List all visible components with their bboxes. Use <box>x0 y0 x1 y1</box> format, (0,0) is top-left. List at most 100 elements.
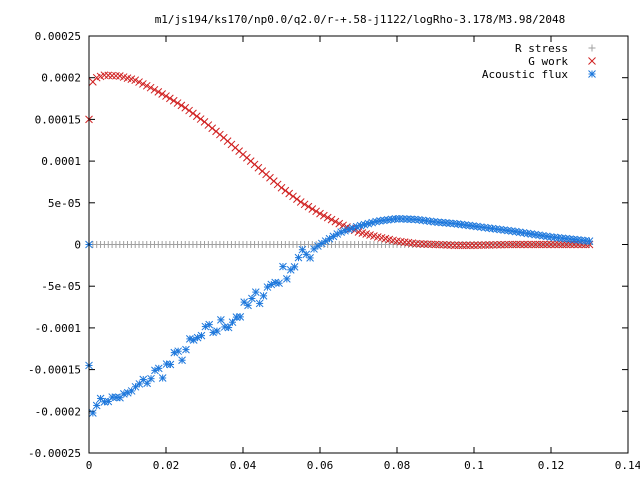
y-tick-label: 0.00015 <box>35 113 81 126</box>
data-point <box>189 109 197 118</box>
data-point <box>116 393 124 402</box>
data-point <box>300 200 309 209</box>
data-point <box>500 240 509 249</box>
x-tick-label: 0.02 <box>153 459 180 472</box>
data-point <box>255 299 264 308</box>
data-point <box>470 241 478 250</box>
data-point <box>485 241 494 249</box>
data-point <box>535 240 544 249</box>
data-point <box>493 240 501 249</box>
y-tick-label: -0.0002 <box>35 405 81 418</box>
y-tick-label: -5e-05 <box>41 280 81 293</box>
y-tick-label: 0.0001 <box>41 155 81 168</box>
plot-frame <box>88 35 629 454</box>
data-point <box>527 240 536 249</box>
data-point <box>154 88 163 96</box>
data-point <box>512 240 521 249</box>
data-point <box>196 115 205 123</box>
data-point <box>166 360 175 369</box>
data-point <box>259 291 268 300</box>
data-point <box>454 241 463 250</box>
data-point <box>524 240 532 249</box>
data-point <box>236 313 245 321</box>
x-tick-label: 0.08 <box>384 459 411 472</box>
data-point <box>158 374 167 382</box>
data-point <box>192 112 201 121</box>
data-point <box>135 380 144 388</box>
data-point <box>147 374 155 383</box>
data-point <box>143 379 151 388</box>
x-tick-label: 0.1 <box>464 459 484 472</box>
data-point <box>516 240 525 249</box>
legend-label: R stress <box>515 42 568 55</box>
data-point <box>294 253 303 262</box>
data-point <box>290 263 299 271</box>
data-point <box>197 331 206 340</box>
data-point <box>248 294 256 303</box>
data-point <box>279 262 287 271</box>
data-point <box>131 76 140 85</box>
y-tick-label: -0.0001 <box>35 322 81 335</box>
data-point <box>162 92 170 100</box>
data-point <box>520 240 528 249</box>
data-point <box>251 288 260 296</box>
data-point <box>508 240 517 249</box>
data-point <box>312 207 321 216</box>
y-tick-label: -0.00015 <box>28 364 81 377</box>
data-point <box>558 240 567 249</box>
data-point <box>450 241 459 250</box>
data-point <box>224 323 233 332</box>
data-point <box>213 327 221 335</box>
y-tick-label: -0.00025 <box>28 447 81 460</box>
legend-label: Acoustic flux <box>482 68 568 81</box>
chart-title: m1/js194/ks170/np0.0/q2.0/r-+.58-j1122/l… <box>155 13 566 26</box>
data-point <box>142 81 151 90</box>
data-point <box>277 183 286 192</box>
data-point <box>331 217 340 226</box>
data-point <box>316 209 324 218</box>
data-point <box>181 103 190 112</box>
data-point <box>306 254 314 262</box>
data-point <box>383 215 392 224</box>
data-point <box>158 90 167 98</box>
data-point <box>139 80 147 88</box>
data-point <box>585 237 594 246</box>
series-acoustic-flux <box>85 214 594 417</box>
data-point <box>285 189 294 198</box>
data-point <box>92 401 101 410</box>
series-g-work <box>85 71 594 250</box>
data-point <box>310 245 318 253</box>
data-point <box>178 356 186 365</box>
data-point <box>112 71 120 80</box>
legend-marker <box>588 57 596 65</box>
data-point <box>335 219 344 228</box>
data-point <box>174 347 183 356</box>
data-point <box>127 387 136 395</box>
data-point <box>88 409 97 417</box>
x-tick-label: 0.14 <box>615 459 640 472</box>
y-tick-label: 0 <box>74 239 81 252</box>
data-point <box>321 237 330 245</box>
x-tick-label: 0 <box>86 459 93 472</box>
data-point <box>104 71 113 80</box>
y-tick-label: 0.00025 <box>35 30 81 43</box>
data-point <box>539 240 548 249</box>
data-point <box>554 240 563 249</box>
data-point <box>327 215 336 224</box>
data-point <box>547 240 555 249</box>
data-point <box>497 240 505 249</box>
ticks: 0 0.02 0.04 0.06 0.08 0.1 0.12 0.14 -0.00025 -0.0… <box>28 30 640 472</box>
y-tick-label: 0.0002 <box>41 72 81 85</box>
x-tick-label: 0.04 <box>230 459 257 472</box>
data-point <box>473 241 482 250</box>
data-point <box>458 241 467 250</box>
data-point <box>165 94 174 103</box>
data-point <box>289 192 297 201</box>
legend-label: G work <box>528 55 568 68</box>
data-point <box>489 241 498 249</box>
data-point <box>281 186 290 195</box>
data-point <box>531 240 540 249</box>
data-point <box>104 397 113 406</box>
